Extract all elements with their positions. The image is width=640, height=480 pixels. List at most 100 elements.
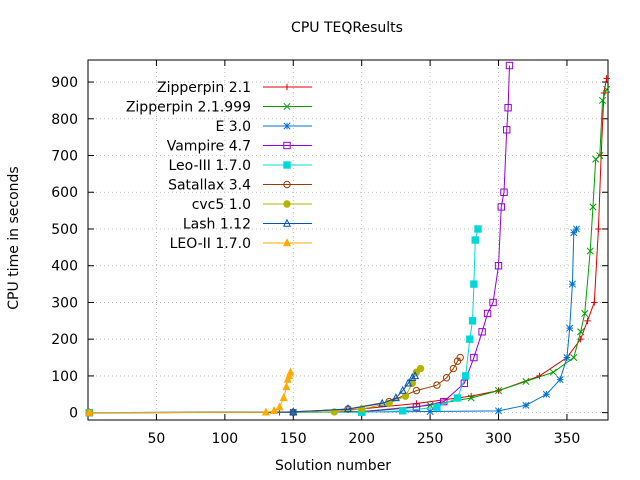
data-point <box>283 180 291 189</box>
data-point <box>505 61 514 70</box>
data-point <box>433 403 441 411</box>
data-point <box>494 407 503 415</box>
legend-label: E 3.0 <box>215 119 251 135</box>
data-point <box>433 381 441 389</box>
chart-title: CPU TEQResults <box>291 20 403 36</box>
data-point <box>572 225 581 233</box>
data-point <box>286 367 295 376</box>
data-point <box>449 364 458 373</box>
data-point <box>470 353 478 362</box>
y-tick-label: 100 <box>51 369 78 385</box>
y-tick-label: 200 <box>51 332 78 348</box>
data-point <box>378 398 387 407</box>
data-point <box>603 75 610 82</box>
plot-frame <box>87 59 609 421</box>
legend-item: Leo-III 1.7.0 <box>168 158 312 174</box>
legend-item: cvc5 1.0 <box>192 197 312 213</box>
data-point <box>483 309 492 318</box>
x-tick-label: 350 <box>554 431 581 447</box>
y-tick-label: 900 <box>51 75 78 91</box>
data-point <box>283 141 291 150</box>
data-point <box>497 203 505 211</box>
data-point <box>398 385 407 394</box>
data-point <box>471 236 479 244</box>
x-tick-label: 250 <box>417 431 444 447</box>
data-point <box>440 397 448 406</box>
data-point <box>330 408 339 416</box>
y-tick-label: 500 <box>51 222 78 238</box>
data-point <box>412 386 421 395</box>
data-point <box>581 309 589 318</box>
data-point <box>598 96 607 104</box>
data-point <box>401 392 410 400</box>
legend-label: Zipperpin 2.1.999 <box>126 100 251 116</box>
data-point <box>399 407 407 415</box>
series-line <box>89 228 479 414</box>
data-point <box>542 390 550 398</box>
legend-item: Lash 1.12 <box>183 217 312 233</box>
y-tick-label: 0 <box>69 406 78 422</box>
data-point <box>283 122 291 130</box>
x-axis-label: Solution number <box>275 458 391 474</box>
y-axis-label: CPU time in seconds <box>6 166 22 309</box>
series-2 <box>85 85 611 417</box>
y-tick-label: 800 <box>51 112 78 128</box>
data-point <box>391 393 400 402</box>
y-tick-label: 700 <box>51 149 78 165</box>
series-line <box>89 372 291 414</box>
legend-item: Vampire 4.7 <box>167 139 312 155</box>
data-point <box>577 328 585 336</box>
legend-item: LEO-II 1.7.0 <box>170 236 312 252</box>
data-point <box>597 152 605 159</box>
data-point <box>489 298 497 307</box>
legend-label: LEO-II 1.7.0 <box>170 236 251 252</box>
data-point <box>412 403 421 411</box>
x-tick-label: 300 <box>485 431 512 447</box>
series-4 <box>85 61 514 417</box>
legend-label: Lash 1.12 <box>183 217 251 233</box>
data-point <box>494 262 503 270</box>
y-tick-label: 600 <box>51 185 78 201</box>
data-point <box>556 376 564 384</box>
series-8 <box>85 371 420 416</box>
data-point <box>603 85 611 93</box>
legend-label: Vampire 4.7 <box>167 139 251 155</box>
data-point <box>500 188 508 196</box>
data-point <box>600 89 608 97</box>
data-point <box>589 203 597 211</box>
data-point <box>549 368 557 376</box>
data-point <box>283 161 291 169</box>
y-tick-label: 400 <box>51 259 78 275</box>
data-point <box>282 218 292 227</box>
legend: Zipperpin 2.1 Zipperpin 2.1.999 E 3.0 Vampi… <box>126 80 312 252</box>
data-point <box>570 229 578 237</box>
legend-label: Leo-III 1.7.0 <box>168 158 251 174</box>
data-point <box>503 126 511 134</box>
data-point <box>282 238 292 247</box>
data-point <box>494 387 503 395</box>
legend-item: E 3.0 <box>215 119 312 135</box>
series-group <box>85 61 611 417</box>
legend-label: Zipperpin 2.1 <box>157 80 251 96</box>
legend-label: cvc5 1.0 <box>192 197 251 213</box>
data-point <box>470 280 478 288</box>
data-point <box>596 151 604 160</box>
y-tick-label: 300 <box>51 295 78 311</box>
data-point <box>468 317 477 325</box>
data-point <box>453 394 462 402</box>
series-line <box>89 65 510 414</box>
axes: 50 100 150 200 250 300 350 0 100 200 300 400 500 600 7… <box>51 59 609 447</box>
data-point <box>416 364 425 373</box>
series-5 <box>85 225 482 417</box>
data-point <box>283 200 291 208</box>
grid <box>88 60 608 420</box>
data-point <box>279 393 288 402</box>
data-point <box>563 353 571 362</box>
data-point <box>261 407 270 416</box>
series-1 <box>86 75 610 416</box>
data-point <box>456 353 464 362</box>
data-point <box>283 83 291 91</box>
data-point <box>467 394 475 402</box>
x-tick-label: 150 <box>280 431 307 447</box>
series-line <box>89 375 416 414</box>
